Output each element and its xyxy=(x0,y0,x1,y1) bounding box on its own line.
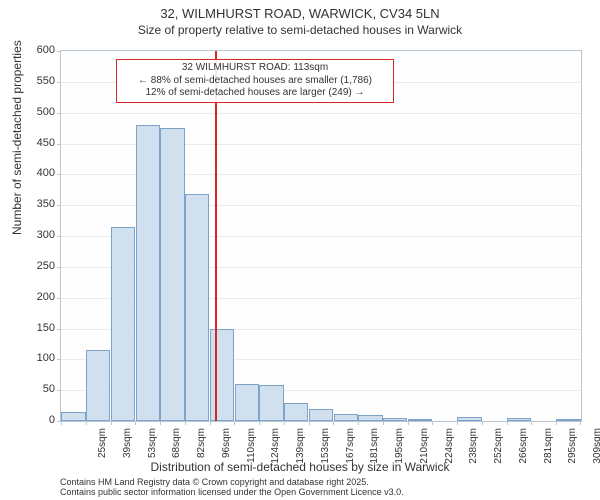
xtick-label: 110sqm xyxy=(246,428,257,468)
histogram-bar xyxy=(383,418,407,421)
histogram-bar xyxy=(309,409,333,421)
xtick-label: 139sqm xyxy=(295,428,306,468)
reference-callout: 32 WILMHURST ROAD: 113sqm← 88% of semi-d… xyxy=(116,59,394,103)
histogram-bar xyxy=(284,403,308,422)
ytick-label: 500 xyxy=(15,106,55,118)
xtick-label: 295sqm xyxy=(567,428,578,468)
ytick-mark xyxy=(57,144,61,145)
ytick-mark xyxy=(57,267,61,268)
xtick-label: 224sqm xyxy=(444,428,455,468)
xtick-label: 153sqm xyxy=(320,428,331,468)
callout-line2: ← 88% of semi-detached houses are smalle… xyxy=(121,75,389,88)
credits-line2: Contains public sector information licen… xyxy=(60,488,404,498)
ytick-label: 250 xyxy=(15,260,55,272)
xtick-mark xyxy=(482,421,483,425)
histogram-bar xyxy=(556,419,580,421)
ytick-mark xyxy=(57,236,61,237)
histogram-bar xyxy=(334,414,358,421)
xtick-label: 82sqm xyxy=(196,428,207,468)
xtick-mark xyxy=(234,421,235,425)
histogram-bar xyxy=(136,125,160,421)
histogram-bar xyxy=(160,128,184,421)
xtick-mark xyxy=(86,421,87,425)
xtick-mark xyxy=(507,421,508,425)
xtick-mark xyxy=(111,421,112,425)
ytick-label: 400 xyxy=(15,167,55,179)
ytick-mark xyxy=(57,390,61,391)
xtick-mark xyxy=(432,421,433,425)
xtick-label: 53sqm xyxy=(147,428,158,468)
histogram-bar xyxy=(408,419,432,421)
chart-subtitle: Size of property relative to semi-detach… xyxy=(0,21,600,37)
histogram-bar xyxy=(235,384,259,421)
xtick-mark xyxy=(580,421,581,425)
xtick-label: 281sqm xyxy=(543,428,554,468)
gridline xyxy=(61,113,581,114)
histogram-bar xyxy=(507,418,531,421)
chart-plot-area: 32 WILMHURST ROAD: 113sqm← 88% of semi-d… xyxy=(60,50,582,422)
ytick-mark xyxy=(57,298,61,299)
ytick-mark xyxy=(57,205,61,206)
xtick-label: 252sqm xyxy=(493,428,504,468)
xtick-label: 167sqm xyxy=(345,428,356,468)
ytick-label: 600 xyxy=(15,44,55,56)
reference-line xyxy=(215,51,217,421)
xtick-mark xyxy=(556,421,557,425)
ytick-mark xyxy=(57,174,61,175)
xtick-mark xyxy=(333,421,334,425)
xtick-mark xyxy=(408,421,409,425)
xtick-label: 181sqm xyxy=(369,428,380,468)
xtick-mark xyxy=(457,421,458,425)
ytick-label: 550 xyxy=(15,75,55,87)
callout-line3: 12% of semi-detached houses are larger (… xyxy=(121,87,389,100)
histogram-bar xyxy=(111,227,135,421)
xtick-label: 25sqm xyxy=(97,428,108,468)
ytick-label: 200 xyxy=(15,291,55,303)
credits: Contains HM Land Registry data © Crown c… xyxy=(60,478,404,498)
ytick-label: 100 xyxy=(15,352,55,364)
xtick-mark xyxy=(135,421,136,425)
xtick-label: 39sqm xyxy=(122,428,133,468)
histogram-bar xyxy=(210,329,234,422)
ytick-mark xyxy=(57,359,61,360)
chart-title: 32, WILMHURST ROAD, WARWICK, CV34 5LN xyxy=(0,0,600,21)
xtick-label: 238sqm xyxy=(468,428,479,468)
xtick-label: 124sqm xyxy=(270,428,281,468)
ytick-mark xyxy=(57,329,61,330)
histogram-bar xyxy=(259,385,283,421)
callout-line1: 32 WILMHURST ROAD: 113sqm xyxy=(121,62,389,75)
ytick-label: 300 xyxy=(15,229,55,241)
ytick-mark xyxy=(57,51,61,52)
ytick-label: 50 xyxy=(15,383,55,395)
xtick-label: 68sqm xyxy=(171,428,182,468)
ytick-label: 350 xyxy=(15,198,55,210)
xtick-mark xyxy=(358,421,359,425)
ytick-label: 0 xyxy=(15,414,55,426)
ytick-label: 450 xyxy=(15,137,55,149)
ytick-mark xyxy=(57,113,61,114)
xtick-mark xyxy=(185,421,186,425)
xtick-mark xyxy=(160,421,161,425)
histogram-bar xyxy=(358,415,382,421)
histogram-bar xyxy=(86,350,110,421)
xtick-mark xyxy=(383,421,384,425)
xtick-label: 96sqm xyxy=(221,428,232,468)
xtick-mark xyxy=(259,421,260,425)
xtick-mark xyxy=(309,421,310,425)
xtick-mark xyxy=(531,421,532,425)
xtick-label: 210sqm xyxy=(419,428,430,468)
xtick-mark xyxy=(284,421,285,425)
ytick-mark xyxy=(57,82,61,83)
histogram-bar xyxy=(61,412,85,421)
ytick-label: 150 xyxy=(15,322,55,334)
xtick-mark xyxy=(210,421,211,425)
xtick-label: 266sqm xyxy=(518,428,529,468)
histogram-bar xyxy=(185,194,209,421)
xtick-mark xyxy=(61,421,62,425)
xtick-label: 309sqm xyxy=(592,428,600,468)
xtick-label: 195sqm xyxy=(394,428,405,468)
histogram-bar xyxy=(457,417,481,421)
